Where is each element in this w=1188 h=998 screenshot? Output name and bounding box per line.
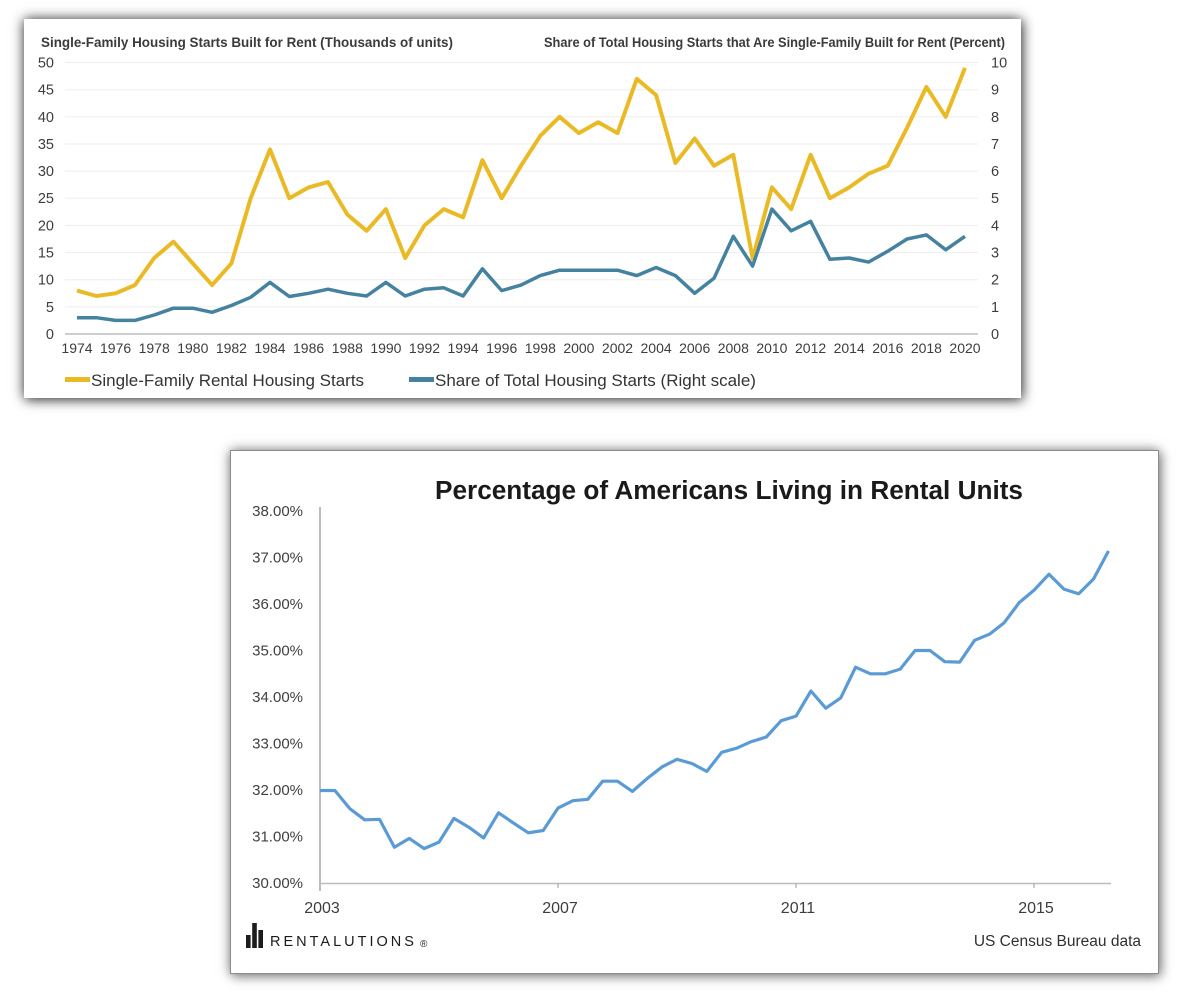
svg-text:2002: 2002 (602, 340, 633, 356)
svg-text:1978: 1978 (139, 340, 170, 356)
svg-text:2020: 2020 (949, 340, 980, 356)
svg-text:9: 9 (991, 83, 999, 99)
svg-text:Percentage of Americans Living: Percentage of Americans Living in Rental… (435, 477, 1023, 505)
svg-text:2011: 2011 (781, 900, 816, 917)
svg-text:4: 4 (991, 218, 999, 234)
svg-text:0: 0 (46, 327, 54, 343)
svg-text:32.00%: 32.00% (252, 782, 303, 799)
svg-text:20: 20 (38, 218, 54, 234)
svg-text:10: 10 (991, 56, 1007, 72)
svg-text:33.00%: 33.00% (252, 736, 303, 753)
svg-text:RENTALUTIONS: RENTALUTIONS (270, 934, 417, 950)
svg-text:2004: 2004 (641, 340, 672, 356)
svg-text:1: 1 (991, 300, 999, 316)
svg-text:50: 50 (38, 56, 54, 72)
svg-text:2: 2 (991, 273, 999, 289)
svg-text:1976: 1976 (100, 340, 131, 356)
svg-text:1974: 1974 (61, 340, 92, 356)
svg-text:1984: 1984 (254, 340, 285, 356)
svg-text:7: 7 (991, 137, 999, 153)
svg-text:2007: 2007 (542, 900, 578, 917)
svg-text:®: ® (420, 939, 428, 950)
svg-text:1998: 1998 (525, 340, 556, 356)
svg-text:34.00%: 34.00% (252, 689, 303, 706)
svg-text:1988: 1988 (332, 340, 363, 356)
svg-text:2012: 2012 (795, 340, 826, 356)
svg-text:30.00%: 30.00% (252, 875, 303, 892)
svg-text:35: 35 (38, 137, 54, 153)
svg-text:1994: 1994 (448, 340, 479, 356)
svg-text:2015: 2015 (1018, 900, 1054, 917)
svg-text:37.00%: 37.00% (252, 550, 303, 567)
svg-text:2016: 2016 (872, 340, 903, 356)
svg-text:US Census Bureau data: US Census Bureau data (974, 933, 1142, 950)
svg-text:Share of Total Housing Starts: Share of Total Housing Starts (Right sca… (435, 371, 756, 390)
svg-text:5: 5 (991, 191, 999, 207)
svg-text:25: 25 (38, 191, 54, 207)
svg-text:2006: 2006 (679, 340, 710, 356)
svg-text:Single-Family Rental Housing S: Single-Family Rental Housing Starts (91, 371, 364, 390)
svg-text:45: 45 (38, 83, 54, 99)
svg-text:35.00%: 35.00% (252, 643, 303, 660)
svg-text:Single-Family Housing Starts B: Single-Family Housing Starts Built for R… (41, 34, 453, 50)
svg-text:3: 3 (991, 246, 999, 262)
svg-text:36.00%: 36.00% (252, 596, 303, 613)
svg-text:2018: 2018 (911, 340, 942, 356)
svg-text:2014: 2014 (834, 340, 865, 356)
svg-text:2008: 2008 (718, 340, 749, 356)
svg-text:15: 15 (38, 246, 54, 262)
svg-text:1986: 1986 (293, 340, 324, 356)
svg-text:10: 10 (38, 273, 54, 289)
svg-text:Share of Total Housing Starts: Share of Total Housing Starts that Are S… (544, 34, 1005, 50)
svg-text:31.00%: 31.00% (252, 829, 303, 846)
svg-text:5: 5 (46, 300, 54, 316)
svg-text:8: 8 (991, 110, 999, 126)
svg-text:1992: 1992 (409, 340, 440, 356)
svg-text:2000: 2000 (563, 340, 594, 356)
svg-text:38.00%: 38.00% (252, 503, 303, 520)
svg-text:30: 30 (38, 164, 54, 180)
svg-text:1980: 1980 (177, 340, 208, 356)
svg-text:0: 0 (991, 327, 999, 343)
svg-text:40: 40 (38, 110, 54, 126)
svg-text:1982: 1982 (216, 340, 247, 356)
svg-text:2010: 2010 (756, 340, 787, 356)
svg-text:1990: 1990 (370, 340, 401, 356)
svg-text:6: 6 (991, 164, 999, 180)
svg-text:2003: 2003 (304, 900, 340, 917)
svg-text:1996: 1996 (486, 340, 517, 356)
